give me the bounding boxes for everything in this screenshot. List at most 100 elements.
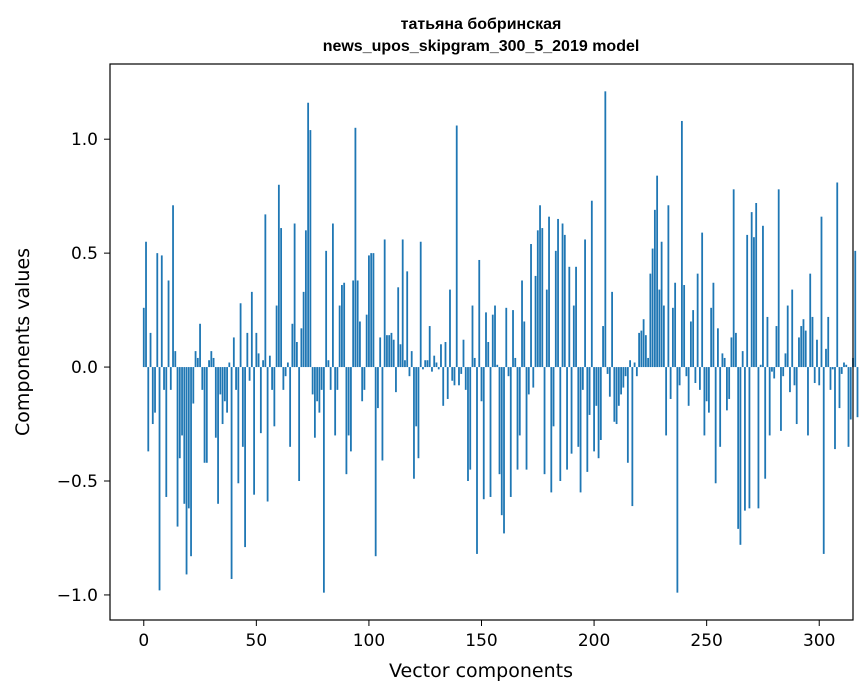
bar bbox=[604, 91, 607, 368]
bar bbox=[856, 367, 859, 418]
bar bbox=[854, 250, 857, 368]
bar bbox=[584, 239, 586, 368]
bar bbox=[800, 326, 803, 368]
bar bbox=[237, 367, 240, 484]
bar bbox=[536, 230, 539, 368]
bar bbox=[721, 353, 724, 368]
bar bbox=[748, 367, 751, 509]
bar bbox=[640, 330, 643, 368]
bar bbox=[777, 189, 780, 368]
bar bbox=[410, 351, 413, 368]
bar bbox=[388, 335, 391, 368]
y-tick-label: 1.0 bbox=[71, 130, 98, 150]
bar bbox=[545, 289, 548, 368]
bar bbox=[541, 228, 544, 368]
bar bbox=[345, 367, 348, 475]
bar bbox=[831, 367, 834, 370]
bar bbox=[322, 367, 325, 593]
bar bbox=[275, 305, 278, 368]
bar bbox=[147, 367, 150, 452]
bar bbox=[169, 367, 172, 390]
bar bbox=[728, 367, 731, 399]
bar bbox=[579, 367, 582, 493]
bar bbox=[708, 367, 710, 413]
bar bbox=[622, 367, 625, 388]
bar bbox=[160, 255, 163, 368]
bar bbox=[455, 125, 458, 368]
bar bbox=[608, 367, 611, 397]
bar bbox=[259, 367, 262, 434]
bar bbox=[268, 355, 271, 368]
x-tick-label: 200 bbox=[578, 631, 610, 651]
bar bbox=[662, 305, 665, 368]
bar bbox=[426, 360, 429, 368]
bar bbox=[442, 367, 445, 406]
bar bbox=[692, 310, 695, 368]
bar bbox=[726, 367, 728, 411]
bar bbox=[680, 120, 683, 368]
bar bbox=[208, 360, 210, 368]
bar bbox=[485, 312, 487, 368]
bar bbox=[791, 289, 794, 368]
bar bbox=[735, 332, 737, 368]
bar bbox=[581, 367, 584, 390]
bar bbox=[365, 314, 368, 368]
bar bbox=[730, 337, 733, 368]
bar bbox=[451, 367, 454, 381]
bar bbox=[163, 367, 165, 390]
bar bbox=[446, 367, 449, 399]
bar bbox=[386, 335, 388, 368]
x-tick-label: 100 bbox=[353, 631, 385, 651]
bar bbox=[223, 367, 226, 402]
bar bbox=[554, 250, 557, 368]
bar bbox=[843, 362, 845, 368]
bar bbox=[590, 200, 593, 368]
bar bbox=[829, 367, 832, 390]
bar bbox=[834, 367, 836, 450]
bar bbox=[523, 321, 526, 368]
bar bbox=[678, 367, 681, 386]
bar bbox=[458, 367, 460, 386]
bar bbox=[710, 307, 713, 368]
bar bbox=[350, 367, 352, 452]
bar bbox=[282, 367, 285, 390]
bar bbox=[496, 364, 499, 368]
bar bbox=[840, 367, 843, 374]
bar bbox=[825, 348, 827, 368]
bar bbox=[512, 310, 514, 368]
bar bbox=[212, 357, 215, 368]
bar bbox=[304, 230, 307, 368]
bar bbox=[395, 367, 397, 393]
bar bbox=[714, 367, 717, 484]
bar bbox=[183, 367, 186, 504]
bar bbox=[478, 259, 481, 368]
bar bbox=[298, 367, 301, 481]
bar bbox=[597, 367, 600, 459]
bar bbox=[599, 367, 602, 440]
bar bbox=[786, 305, 789, 368]
bar bbox=[696, 273, 699, 368]
x-axis-label: Vector components bbox=[389, 660, 573, 682]
bar bbox=[507, 367, 510, 377]
bar bbox=[503, 367, 505, 534]
x-tick-label: 300 bbox=[803, 631, 835, 651]
bar bbox=[802, 319, 805, 368]
bar bbox=[181, 367, 183, 436]
bar bbox=[325, 250, 328, 368]
bar bbox=[498, 367, 501, 475]
bar bbox=[518, 367, 521, 436]
bar bbox=[568, 266, 571, 368]
bar bbox=[347, 367, 350, 436]
bar bbox=[611, 291, 613, 368]
bar bbox=[768, 367, 771, 436]
bar bbox=[318, 367, 321, 413]
bar bbox=[705, 367, 708, 402]
bar bbox=[683, 285, 686, 368]
bar bbox=[370, 253, 373, 368]
bar bbox=[435, 362, 438, 368]
bar bbox=[336, 367, 339, 390]
bar bbox=[577, 367, 580, 447]
x-tick-label: 150 bbox=[465, 631, 497, 651]
bar bbox=[327, 360, 330, 368]
bar bbox=[525, 367, 528, 470]
